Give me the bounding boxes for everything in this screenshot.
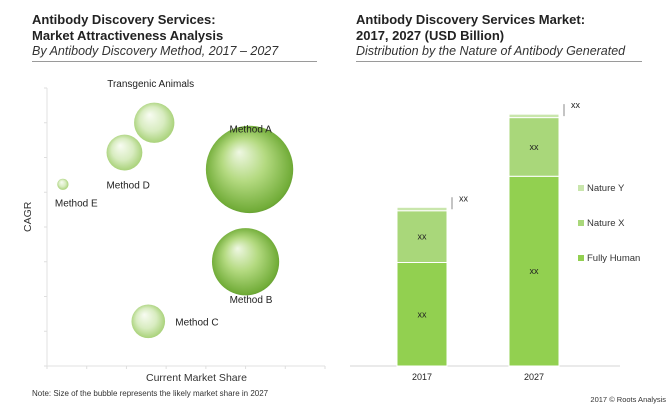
bubble-transgenic-animals — [134, 102, 175, 143]
bar-fully-human-2027 — [508, 175, 560, 367]
legend-swatch-nature-x — [578, 220, 584, 226]
bubble-method-e — [57, 178, 69, 190]
bar-chart-title: Antibody Discovery Services Market: 2017… — [356, 12, 656, 44]
bubble-label-method-a: Method A — [230, 124, 273, 135]
bubble-x-axis-label: Current Market Share — [146, 372, 247, 384]
bar-chart-subtitle: Distribution by the Nature of Antibody G… — [356, 44, 626, 58]
bubble-size-note: Note: Size of the bubble represents the … — [32, 389, 269, 398]
copyright-text: 2017 © Roots Analysis — [590, 395, 666, 404]
bubble-y-axis-label: CAGR — [22, 201, 34, 232]
bar-nature-x-2027 — [508, 117, 560, 177]
category-label-2017: 2017 — [412, 372, 432, 382]
left-title-divider — [32, 61, 317, 62]
bar-value-label: xx — [530, 266, 540, 276]
bar-title-line2: 2017, 2027 (USD Billion) — [356, 28, 505, 43]
bubble-label-method-e: Method E — [55, 198, 98, 209]
legend-label-fully-human: Fully Human — [587, 253, 640, 264]
bar-value-label: xx — [418, 232, 428, 242]
legend-label-nature-y: Nature Y — [587, 183, 625, 194]
bar-value-label: xx — [530, 142, 540, 152]
bars-group: xx xx xx 2017 xx xx xx 2027 — [396, 100, 581, 382]
bubble-x-ticks — [46, 366, 326, 369]
bubble-chart: Transgenic Animals Method D Method E Method… — [44, 79, 326, 369]
bar-nature-y-2017 — [396, 206, 448, 212]
bar-title-line1: Antibody Discovery Services Market: — [356, 12, 586, 27]
category-label-2027: 2027 — [524, 372, 544, 382]
legend-swatch-fully-human — [578, 255, 584, 261]
bubble-method-a — [205, 125, 294, 214]
bar-nature-y-2027 — [508, 113, 560, 119]
bubble-method-d — [106, 134, 143, 171]
bubble-title-line2: Market Attractiveness Analysis — [32, 28, 224, 43]
bar-fully-human-2017 — [396, 262, 448, 367]
bubble-method-b — [211, 228, 280, 296]
bubble-title-line1: Antibody Discovery Services: — [32, 12, 216, 27]
bubble-method-c — [131, 304, 166, 339]
bubble-label-transgenic-animals: Transgenic Animals — [107, 79, 194, 90]
bar-legend: Nature Y Nature X Fully Human — [578, 183, 640, 264]
legend-swatch-nature-y — [578, 185, 584, 191]
bubble-label-method-b: Method B — [230, 295, 273, 306]
bubble-chart-title: Antibody Discovery Services: Market Attr… — [32, 12, 332, 44]
bubble-label-method-c: Method C — [175, 317, 218, 328]
legend-label-nature-x: Nature X — [587, 218, 625, 229]
bubbles-group: Transgenic Animals Method D Method E Method… — [55, 79, 294, 339]
stacked-bar-chart: xx xx xx 2017 xx xx xx 2027 Nature Y Nature X Ful… — [350, 100, 640, 382]
bubble-label-method-d: Method D — [106, 181, 149, 192]
bubble-chart-subtitle: By Antibody Discovery Method, 2017 – 202… — [32, 44, 279, 58]
bar-value-label: xx — [418, 309, 428, 319]
total-label: xx — [571, 100, 581, 110]
total-label: xx — [459, 193, 469, 203]
right-title-divider — [356, 61, 642, 62]
